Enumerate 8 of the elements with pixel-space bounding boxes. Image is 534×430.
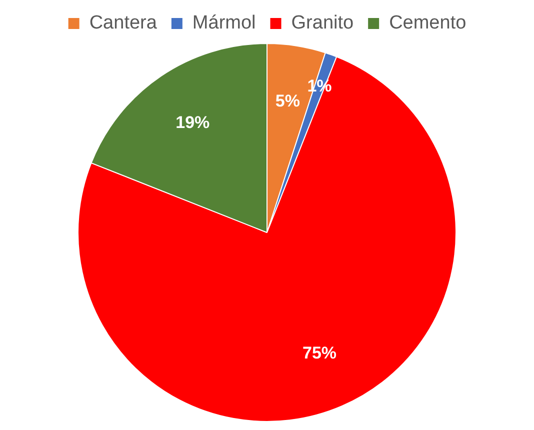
data-label: 75%	[302, 344, 337, 363]
legend-label: Granito	[291, 12, 354, 34]
data-label: 1%	[307, 76, 332, 96]
data-label: 5%	[275, 92, 300, 111]
legend-label: Mármol	[192, 12, 256, 34]
legend-label: Cantera	[89, 12, 158, 34]
data-label: 19%	[176, 112, 210, 132]
legend-label: Cemento	[389, 12, 466, 34]
